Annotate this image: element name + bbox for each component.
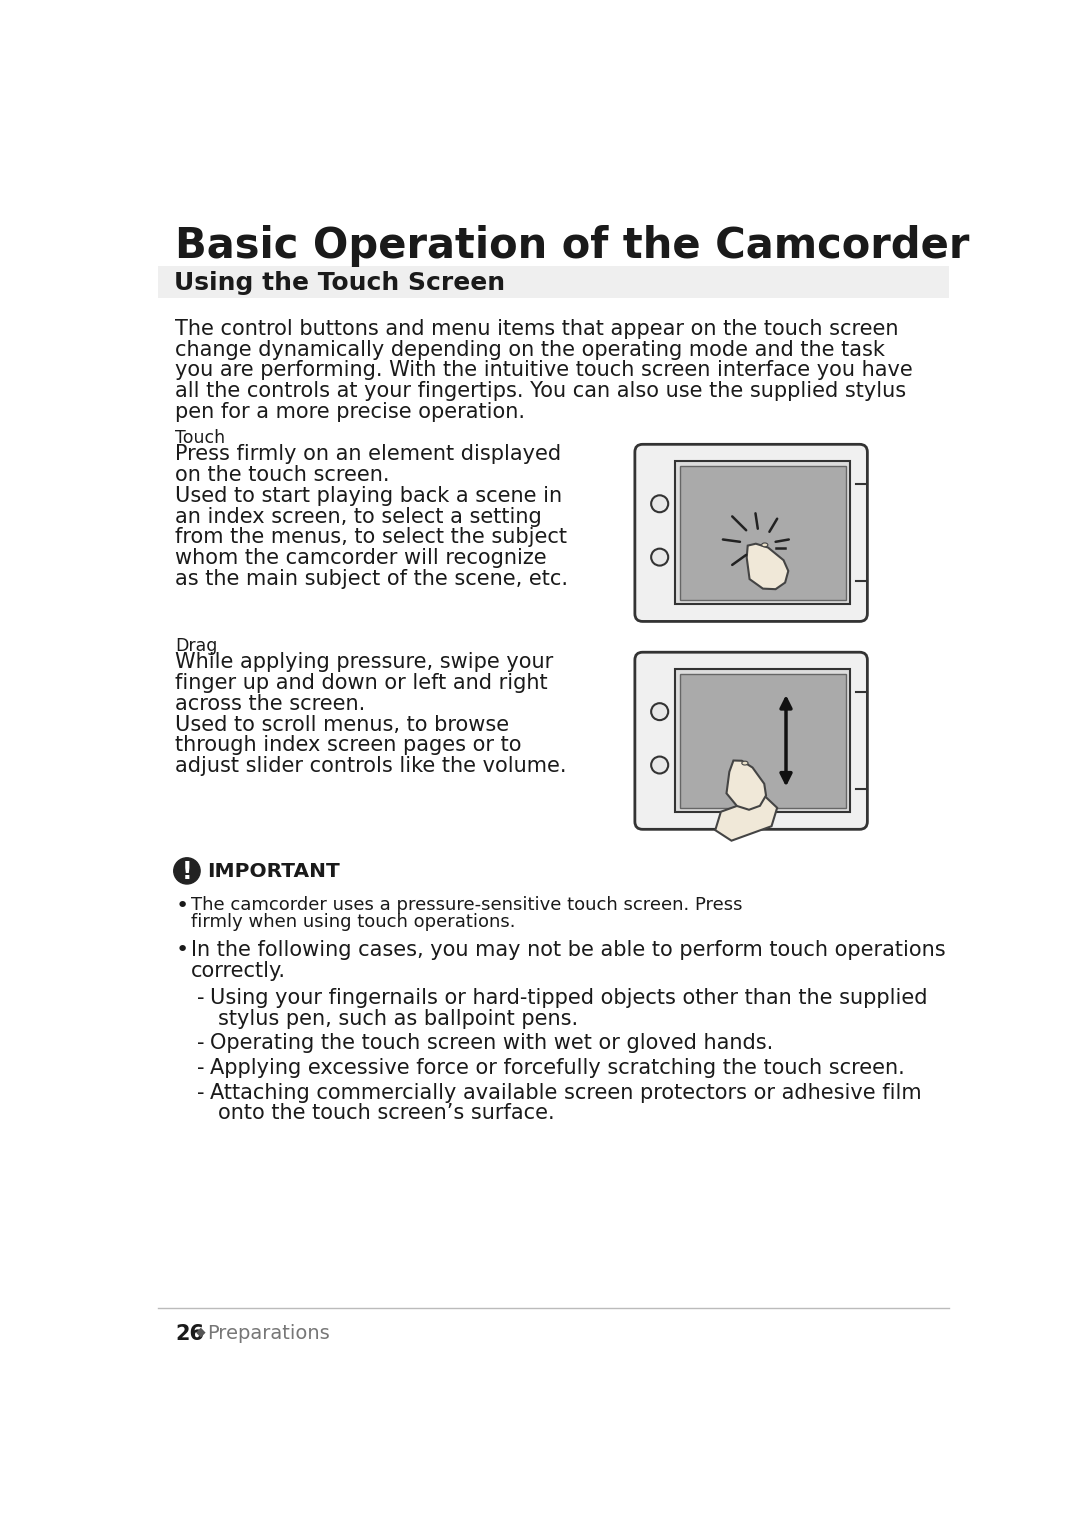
Text: change dynamically depending on the operating mode and the task: change dynamically depending on the oper… bbox=[175, 339, 886, 359]
Text: Drag: Drag bbox=[175, 637, 218, 656]
Text: In the following cases, you may not be able to perform touch operations: In the following cases, you may not be a… bbox=[191, 940, 945, 960]
Text: Operating the touch screen with wet or gloved hands.: Operating the touch screen with wet or g… bbox=[211, 1033, 773, 1054]
FancyBboxPatch shape bbox=[159, 266, 948, 298]
Circle shape bbox=[651, 703, 669, 719]
Text: The control buttons and menu items that appear on the touch screen: The control buttons and menu items that … bbox=[175, 319, 899, 339]
FancyBboxPatch shape bbox=[635, 444, 867, 622]
Text: finger up and down or left and right: finger up and down or left and right bbox=[175, 672, 548, 694]
Text: Applying excessive force or forcefully scratching the touch screen.: Applying excessive force or forcefully s… bbox=[211, 1059, 905, 1078]
Text: whom the camcorder will recognize: whom the camcorder will recognize bbox=[175, 548, 546, 569]
Polygon shape bbox=[727, 760, 766, 809]
Text: as the main subject of the scene, etc.: as the main subject of the scene, etc. bbox=[175, 569, 568, 589]
Circle shape bbox=[174, 858, 200, 884]
Text: 26: 26 bbox=[175, 1323, 204, 1343]
Text: an index screen, to select a setting: an index screen, to select a setting bbox=[175, 506, 542, 526]
Text: Using the Touch Screen: Using the Touch Screen bbox=[174, 271, 504, 295]
Text: from the menus, to select the subject: from the menus, to select the subject bbox=[175, 528, 567, 548]
Text: stylus pen, such as ballpoint pens.: stylus pen, such as ballpoint pens. bbox=[218, 1008, 578, 1028]
Text: all the controls at your fingertips. You can also use the supplied stylus: all the controls at your fingertips. You… bbox=[175, 382, 906, 402]
Text: Touch: Touch bbox=[175, 429, 226, 447]
Text: The camcorder uses a pressure-sensitive touch screen. Press: The camcorder uses a pressure-sensitive … bbox=[191, 896, 742, 914]
FancyBboxPatch shape bbox=[675, 669, 850, 812]
FancyBboxPatch shape bbox=[679, 465, 846, 599]
Text: onto the touch screen’s surface.: onto the touch screen’s surface. bbox=[218, 1103, 554, 1124]
Text: !: ! bbox=[181, 859, 192, 884]
Text: through index screen pages or to: through index screen pages or to bbox=[175, 735, 522, 756]
Polygon shape bbox=[746, 543, 788, 589]
Text: you are performing. With the intuitive touch screen interface you have: you are performing. With the intuitive t… bbox=[175, 360, 913, 380]
Text: -: - bbox=[197, 989, 204, 1008]
Text: Preparations: Preparations bbox=[207, 1323, 329, 1343]
Text: -: - bbox=[197, 1059, 204, 1078]
Text: Press firmly on an element displayed: Press firmly on an element displayed bbox=[175, 444, 562, 464]
Polygon shape bbox=[715, 795, 778, 841]
Circle shape bbox=[651, 549, 669, 566]
Text: correctly.: correctly. bbox=[191, 961, 286, 981]
Text: firmly when using touch operations.: firmly when using touch operations. bbox=[191, 913, 515, 931]
Text: IMPORTANT: IMPORTANT bbox=[207, 862, 340, 881]
Text: While applying pressure, swipe your: While applying pressure, swipe your bbox=[175, 653, 554, 672]
Text: on the touch screen.: on the touch screen. bbox=[175, 465, 390, 485]
Circle shape bbox=[651, 496, 669, 513]
Circle shape bbox=[651, 756, 669, 774]
Ellipse shape bbox=[761, 543, 768, 548]
Text: Basic Operation of the Camcorder: Basic Operation of the Camcorder bbox=[175, 225, 970, 266]
Text: pen for a more precise operation.: pen for a more precise operation. bbox=[175, 402, 525, 421]
Text: Attaching commercially available screen protectors or adhesive film: Attaching commercially available screen … bbox=[211, 1083, 922, 1103]
Text: •: • bbox=[175, 896, 189, 916]
Text: adjust slider controls like the volume.: adjust slider controls like the volume. bbox=[175, 756, 567, 776]
Text: ◆: ◆ bbox=[197, 1325, 206, 1338]
Text: -: - bbox=[197, 1083, 204, 1103]
Text: Used to start playing back a scene in: Used to start playing back a scene in bbox=[175, 485, 563, 506]
FancyBboxPatch shape bbox=[675, 461, 850, 604]
Text: •: • bbox=[175, 940, 189, 960]
Text: across the screen.: across the screen. bbox=[175, 694, 365, 713]
Ellipse shape bbox=[742, 760, 748, 765]
FancyBboxPatch shape bbox=[679, 674, 846, 808]
Text: -: - bbox=[197, 1033, 204, 1054]
FancyBboxPatch shape bbox=[635, 653, 867, 829]
Text: Using your fingernails or hard-tipped objects other than the supplied: Using your fingernails or hard-tipped ob… bbox=[211, 989, 928, 1008]
Text: Used to scroll menus, to browse: Used to scroll menus, to browse bbox=[175, 715, 510, 735]
